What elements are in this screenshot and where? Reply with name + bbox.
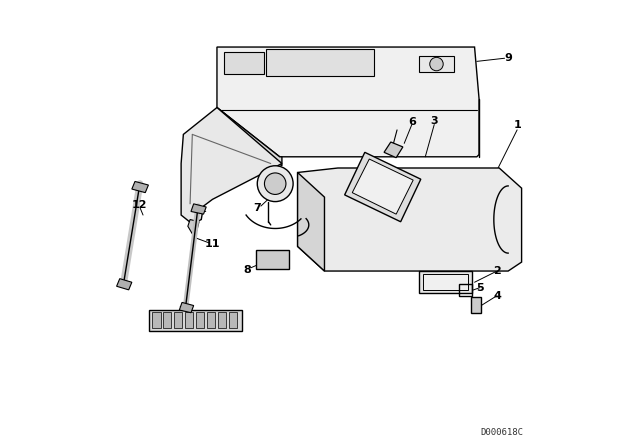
Circle shape <box>264 173 286 194</box>
Polygon shape <box>298 172 324 271</box>
Polygon shape <box>116 279 132 290</box>
Text: 12: 12 <box>132 200 148 210</box>
Circle shape <box>257 166 293 202</box>
Polygon shape <box>217 108 282 166</box>
Text: 3: 3 <box>431 116 438 126</box>
Polygon shape <box>152 312 161 328</box>
Polygon shape <box>345 152 421 222</box>
Polygon shape <box>228 312 237 328</box>
Polygon shape <box>191 204 206 214</box>
Polygon shape <box>266 49 374 76</box>
Text: 8: 8 <box>244 265 252 275</box>
Polygon shape <box>218 312 226 328</box>
Text: 5: 5 <box>476 283 484 293</box>
Polygon shape <box>224 52 264 74</box>
Polygon shape <box>352 159 413 214</box>
Polygon shape <box>149 310 242 331</box>
Polygon shape <box>298 168 522 271</box>
Polygon shape <box>419 271 472 293</box>
Text: 9: 9 <box>504 53 512 63</box>
Polygon shape <box>384 142 403 158</box>
Polygon shape <box>207 312 215 328</box>
Polygon shape <box>257 250 289 269</box>
Polygon shape <box>185 312 193 328</box>
Circle shape <box>430 57 444 71</box>
Text: 2: 2 <box>493 266 501 276</box>
Text: 6: 6 <box>408 117 416 127</box>
Text: 11: 11 <box>205 239 220 249</box>
Polygon shape <box>181 108 282 224</box>
Polygon shape <box>163 312 172 328</box>
Polygon shape <box>217 47 479 157</box>
Polygon shape <box>188 220 199 234</box>
Text: 4: 4 <box>493 291 501 301</box>
Polygon shape <box>472 297 481 313</box>
Text: D000618C: D000618C <box>481 428 524 437</box>
Text: 7: 7 <box>253 203 261 213</box>
Polygon shape <box>179 302 194 313</box>
Polygon shape <box>423 274 468 290</box>
Text: 10: 10 <box>222 321 237 331</box>
Text: 1: 1 <box>513 121 521 130</box>
Polygon shape <box>174 312 182 328</box>
Polygon shape <box>419 56 454 72</box>
Polygon shape <box>196 312 204 328</box>
Polygon shape <box>132 181 148 193</box>
